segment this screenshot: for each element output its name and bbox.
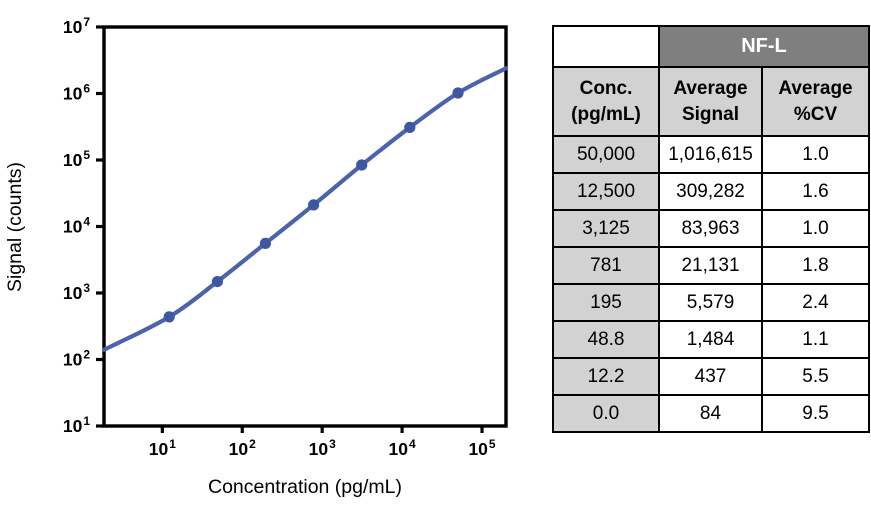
data-point [163, 311, 175, 323]
table-row: 781 21,131 1.8 [552, 246, 870, 285]
cv-cell: 9.5 [761, 394, 870, 433]
col-header-line: %CV [793, 103, 838, 125]
signal-cell: 5,579 [658, 283, 763, 322]
table-row: 12,500 309,282 1.6 [552, 172, 870, 211]
cv-cell: 1.1 [761, 320, 870, 359]
cv-cell: 1.0 [761, 209, 870, 248]
blank-cell [552, 25, 660, 68]
axis-ticks: 101 102 103 104 105 101 102 103 104 105 106 107 [63, 15, 496, 459]
conc-cell: 3,125 [552, 209, 660, 248]
standard-curve-chart: 101 102 103 104 105 101 102 103 104 105 106 107 Con… [4, 15, 509, 498]
cv-cell: 1.8 [761, 246, 870, 285]
plot-frame [102, 25, 508, 428]
cv-cell: 1.6 [761, 172, 870, 211]
table-row: 195 5,579 2.4 [552, 283, 870, 322]
signal-cell: 83,963 [658, 209, 763, 248]
y-axis-title: Signal (counts) [4, 162, 26, 292]
signal-cell: 1,484 [658, 320, 763, 359]
col-header-conc: Conc. (pg/mL) [552, 66, 660, 137]
x-tick-label: 103 [309, 437, 336, 459]
conc-cell: 12,500 [552, 172, 660, 211]
fit-curve [101, 66, 509, 352]
col-header-line: Average [778, 77, 853, 99]
x-tick-label: 105 [468, 437, 495, 459]
col-header-avg-signal: Average Signal [658, 66, 763, 137]
results-table: NF-L Conc. (pg/mL) Average Signal Averag… [552, 25, 870, 433]
conc-cell: 195 [552, 283, 660, 322]
signal-cell: 84 [658, 394, 763, 433]
cv-cell: 2.4 [761, 283, 870, 322]
table-row: 50,000 1,016,615 1.0 [552, 135, 870, 174]
y-tick-label: 107 [63, 15, 90, 37]
col-header-line: Conc. [579, 77, 633, 99]
col-header-avg-cv: Average %CV [761, 66, 870, 137]
signal-cell: 21,131 [658, 246, 763, 285]
table-row: 3,125 83,963 1.0 [552, 209, 870, 248]
table-column-header-row: Conc. (pg/mL) Average Signal Average %CV [552, 66, 870, 137]
y-tick-label: 104 [63, 215, 90, 237]
x-tick-label: 102 [229, 437, 256, 459]
col-header-line: Average [673, 77, 748, 99]
conc-cell: 781 [552, 246, 660, 285]
conc-cell: 48.8 [552, 320, 660, 359]
y-tick-label: 101 [63, 414, 90, 436]
x-axis-title: Concentration (pg/mL) [208, 476, 402, 498]
y-tick-label: 106 [63, 82, 90, 104]
conc-cell: 0.0 [552, 394, 660, 433]
y-tick-label: 105 [63, 148, 90, 170]
x-tick-label: 104 [389, 437, 416, 459]
table-row: 48.8 1,484 1.1 [552, 320, 870, 359]
data-point [452, 87, 464, 99]
signal-cell: 309,282 [658, 172, 763, 211]
data-point [259, 237, 271, 249]
x-tick-label: 101 [149, 437, 176, 459]
cv-cell: 1.0 [761, 135, 870, 174]
conc-cell: 50,000 [552, 135, 660, 174]
signal-cell: 1,016,615 [658, 135, 763, 174]
data-point [404, 121, 416, 133]
y-tick-label: 102 [63, 348, 90, 370]
col-header-line: Signal [681, 103, 739, 125]
col-header-line: (pg/mL) [571, 103, 641, 125]
table-group-header-row: NF-L [552, 25, 870, 68]
data-point [308, 199, 320, 211]
cv-cell: 5.5 [761, 357, 870, 396]
y-tick-label: 103 [63, 281, 90, 303]
conc-cell: 12.2 [552, 357, 660, 396]
data-point [356, 159, 368, 171]
curve-series [101, 66, 509, 352]
analyte-header: NF-L [658, 25, 870, 68]
signal-cell: 437 [658, 357, 763, 396]
data-point [211, 276, 223, 288]
table-row: 0.0 84 9.5 [552, 394, 870, 433]
table-row: 12.2 437 5.5 [552, 357, 870, 396]
results-table-wrap: NF-L Conc. (pg/mL) Average Signal Averag… [552, 25, 870, 433]
